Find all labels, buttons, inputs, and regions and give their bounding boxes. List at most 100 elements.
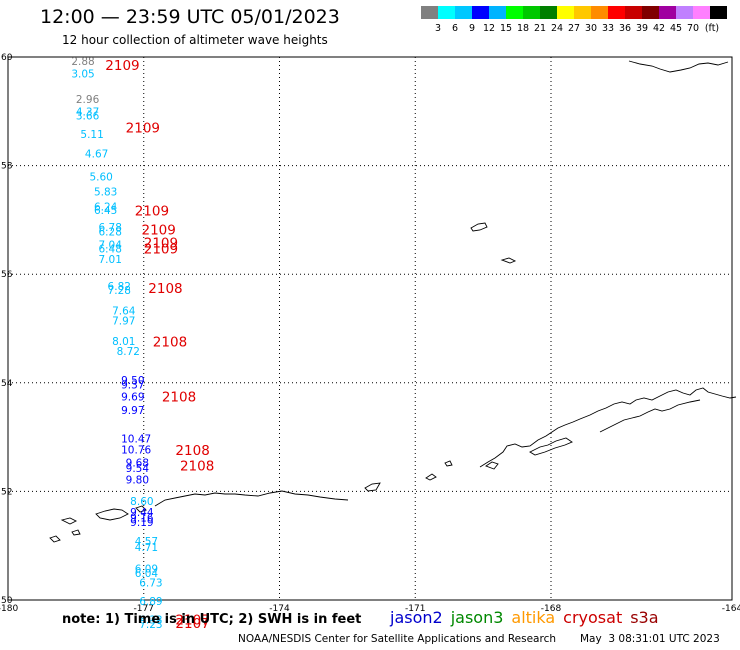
swh-value-label: 2.96 [76,94,100,106]
color-swatch [438,6,455,19]
color-swatch [625,6,642,19]
credit-text: NOAA/NESDIS Center for Satellite Applica… [238,633,556,645]
axis-labels: 60 58 56 54 52 50-180 -177 -174 -171 -168 -164 [0,53,740,614]
color-swatch [693,6,710,19]
swh-value-label: 6.45 [94,205,117,217]
pass-number-label: 2108 [175,443,209,459]
color-scale-label: 36 [619,23,631,34]
swh-value-label: 7.04 [99,239,123,251]
pass-number-label: 2108 [148,281,182,297]
color-scale-label: 15 [500,23,512,34]
swh-value-label: 9.16 [130,512,154,524]
coastline-aleutian-fox [599,399,701,433]
coastline-andreanof [364,482,381,492]
pass-number-label: 2107 [175,613,209,629]
coastline-islet-3 [135,505,147,513]
wave-height-labels: 2.883.05 2.964.373.66 5.11 4.67 5.60 5.83 6.24… [71,56,162,631]
swh-value-label: 7.23 [139,619,162,631]
pass-number-label: 2108 [162,389,196,405]
swh-value-label: 6.82 [108,281,131,293]
coastline-rat-islands [95,508,129,521]
swh-value-label: 8.01 [112,336,135,348]
coastline-islands-of-four-mountains [485,461,499,470]
swh-value-label: 9.54 [126,463,150,475]
pass-number-label: 2109 [105,58,139,74]
swh-value-label: 6.28 [99,226,122,238]
satellite-legend: jason2 jason3 altika cryosat s3a [390,608,667,627]
color-scale-label: 24 [551,23,563,34]
coastline-siberia [628,60,729,73]
swh-value-label: 4.57 [135,536,158,548]
swh-value-label: 4.71 [135,542,158,554]
swh-value-label: 9.19 [130,517,153,529]
color-scale-label: 12 [483,23,495,34]
coastline-umnak [529,437,573,456]
color-scale-label: 27 [568,23,580,34]
coastline-layer [49,60,737,543]
color-swatch [523,6,540,19]
longitude-label: -174 [269,604,290,614]
satellite-name-jason3: jason3 [450,608,504,627]
swh-value-label: 7.01 [99,254,122,266]
color-swatch [676,6,693,19]
longitude-label: -168 [541,604,562,614]
color-swatch [659,6,676,19]
color-swatch [591,6,608,19]
map-frame [7,56,733,601]
pass-number-label: 2109 [135,204,169,220]
color-swatch [421,6,438,19]
swh-value-label: 9.37 [121,379,144,391]
swh-value-label: 6.09 [135,564,158,576]
color-scale-label: 33 [602,23,614,34]
longitude-label: -180 [0,604,18,614]
swh-value-label: 7.64 [112,306,136,318]
longitude-label: -164 [722,604,740,614]
swh-value-label: 6.48 [99,244,122,256]
swh-value-label: 10.76 [121,445,151,457]
swh-value-label: 6.73 [139,578,162,590]
swh-value-label: 9.80 [126,474,149,486]
page-title: 12:00 — 23:59 UTC 05/01/2023 [40,6,340,28]
latitude-label: 54 [1,379,13,389]
latitude-label: 58 [1,162,13,172]
pass-number-label: 2107 [175,616,209,632]
color-scale-label: 18 [517,23,529,34]
latitude-label: 50 [1,596,13,606]
pass-number-label: 2109 [144,236,178,252]
swh-value-label: 10.47 [121,434,151,446]
note-text: note: 1) Time is in UTC; 2) SWH is in fe… [62,612,362,627]
swh-value-label: 5.83 [94,187,117,199]
coastline-rat-adak [154,490,349,507]
latitude-label: 52 [1,487,12,497]
latitude-label: 60 [1,53,13,63]
swh-value-label: 5.11 [80,129,103,141]
swh-value-label: 9.50 [121,375,144,387]
page-subtitle: 12 hour collection of altimeter wave hei… [62,33,328,47]
color-scale-label: (ft) [705,23,719,34]
swh-value-label: 5.60 [89,171,112,183]
pass-number-label: 2109 [144,242,178,258]
swh-value-label: 3.05 [71,68,94,80]
color-swatch [557,6,574,19]
swh-value-label: 6.24 [94,201,118,213]
swh-value-label: 6.78 [99,222,122,234]
color-scale-legend: 3 6 9 12 15 18 21 24 27 30 33 36 39 42 45 70 (ft) [421,6,727,34]
swh-value-label: 2.88 [71,56,94,68]
satellite-name-s3a: s3a [630,608,659,627]
swh-value-label: 3.66 [76,111,100,123]
swh-value-label: 6.89 [139,596,162,608]
color-swatch [472,6,489,19]
coastline-pribilof-st-george [500,257,517,264]
color-scale-label: 39 [636,23,648,34]
satellite-name-cryosat: cryosat [563,608,623,627]
coastline-pribilof-st-paul [470,222,488,232]
swh-value-label: 6.04 [135,568,159,580]
color-scale-label: 9 [469,23,475,34]
satellite-name-jason2: jason2 [390,608,443,627]
color-scale-label: 45 [670,23,682,34]
swh-value-label: 7.97 [112,315,135,327]
swh-value-label: 7.28 [108,285,131,297]
timestamp-text: May 3 08:31:01 UTC 2023 [580,633,720,645]
pass-number-labels: 2109210921092109210921092108210821082108… [105,58,214,632]
